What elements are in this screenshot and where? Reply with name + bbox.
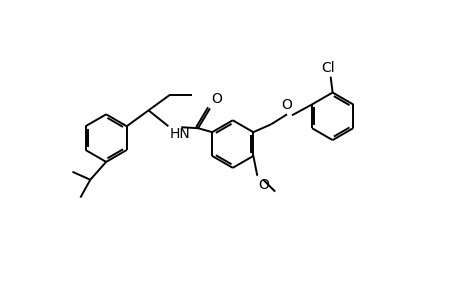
Text: Cl: Cl [320, 61, 334, 75]
Text: O: O [211, 92, 221, 106]
Text: O: O [281, 98, 292, 112]
Text: HN: HN [169, 127, 190, 141]
Text: O: O [258, 178, 269, 192]
